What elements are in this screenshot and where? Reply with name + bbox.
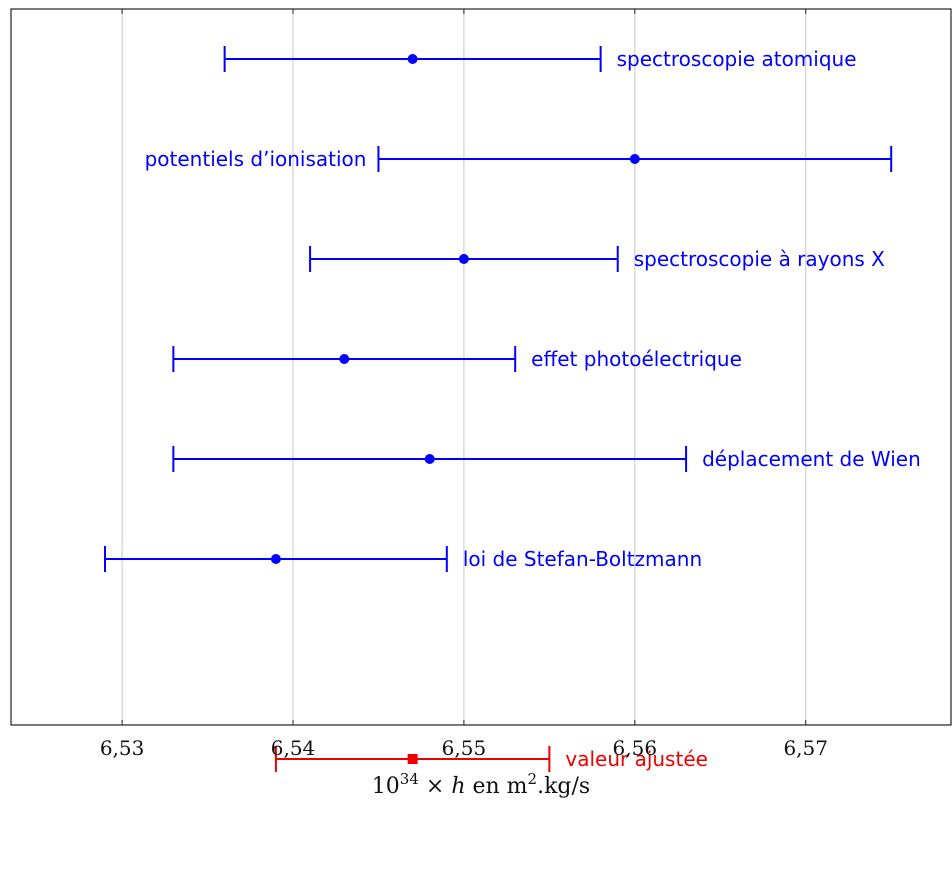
measurement-label: spectroscopie atomique	[617, 47, 857, 71]
error-bars: spectroscopie atomique potentiels d’ionis…	[104, 46, 921, 772]
error-bar-row: loi de Stefan-Boltzmann	[104, 546, 702, 572]
x-tick-label: 6,56	[613, 736, 658, 760]
measurement-marker	[270, 554, 281, 564]
measurement-label: valeur ajustée	[565, 747, 708, 771]
fit-value-marker	[407, 754, 418, 764]
error-bar-row: valeur ajustée	[274, 746, 708, 772]
plot-frame	[10, 8, 952, 726]
measurement-label: loi de Stefan-Boltzmann	[463, 547, 702, 571]
x-tick-label: 6,54	[271, 736, 316, 760]
grid-lines	[121, 9, 807, 725]
measurement-marker	[339, 354, 350, 364]
error-bar-row: effet photoélectrique	[172, 346, 742, 372]
measurement-marker	[407, 54, 418, 64]
x-tick-label: 6,57	[783, 736, 828, 760]
x-axis-title: 1034 × h en m2.kg/s	[372, 770, 590, 799]
x-axis-ticks: 6,53 6,54 6,55 6,56 6,57	[100, 9, 828, 760]
x-tick-label: 6,55	[442, 736, 487, 760]
measurement-label: spectroscopie à rayons X	[634, 247, 885, 271]
error-bar-row: spectroscopie à rayons X	[309, 246, 885, 272]
error-bar-row: potentiels d’ionisation	[145, 146, 893, 172]
error-bar-row: déplacement de Wien	[172, 446, 921, 472]
measurement-marker	[629, 154, 640, 164]
measurement-marker	[458, 254, 469, 264]
x-tick-label: 6,53	[100, 736, 145, 760]
measurement-marker	[424, 454, 435, 464]
measurement-label: effet photoélectrique	[531, 347, 742, 371]
measurement-label: potentiels d’ionisation	[145, 147, 367, 171]
error-bar-row: spectroscopie atomique	[223, 46, 857, 72]
measurement-label: déplacement de Wien	[702, 447, 921, 471]
